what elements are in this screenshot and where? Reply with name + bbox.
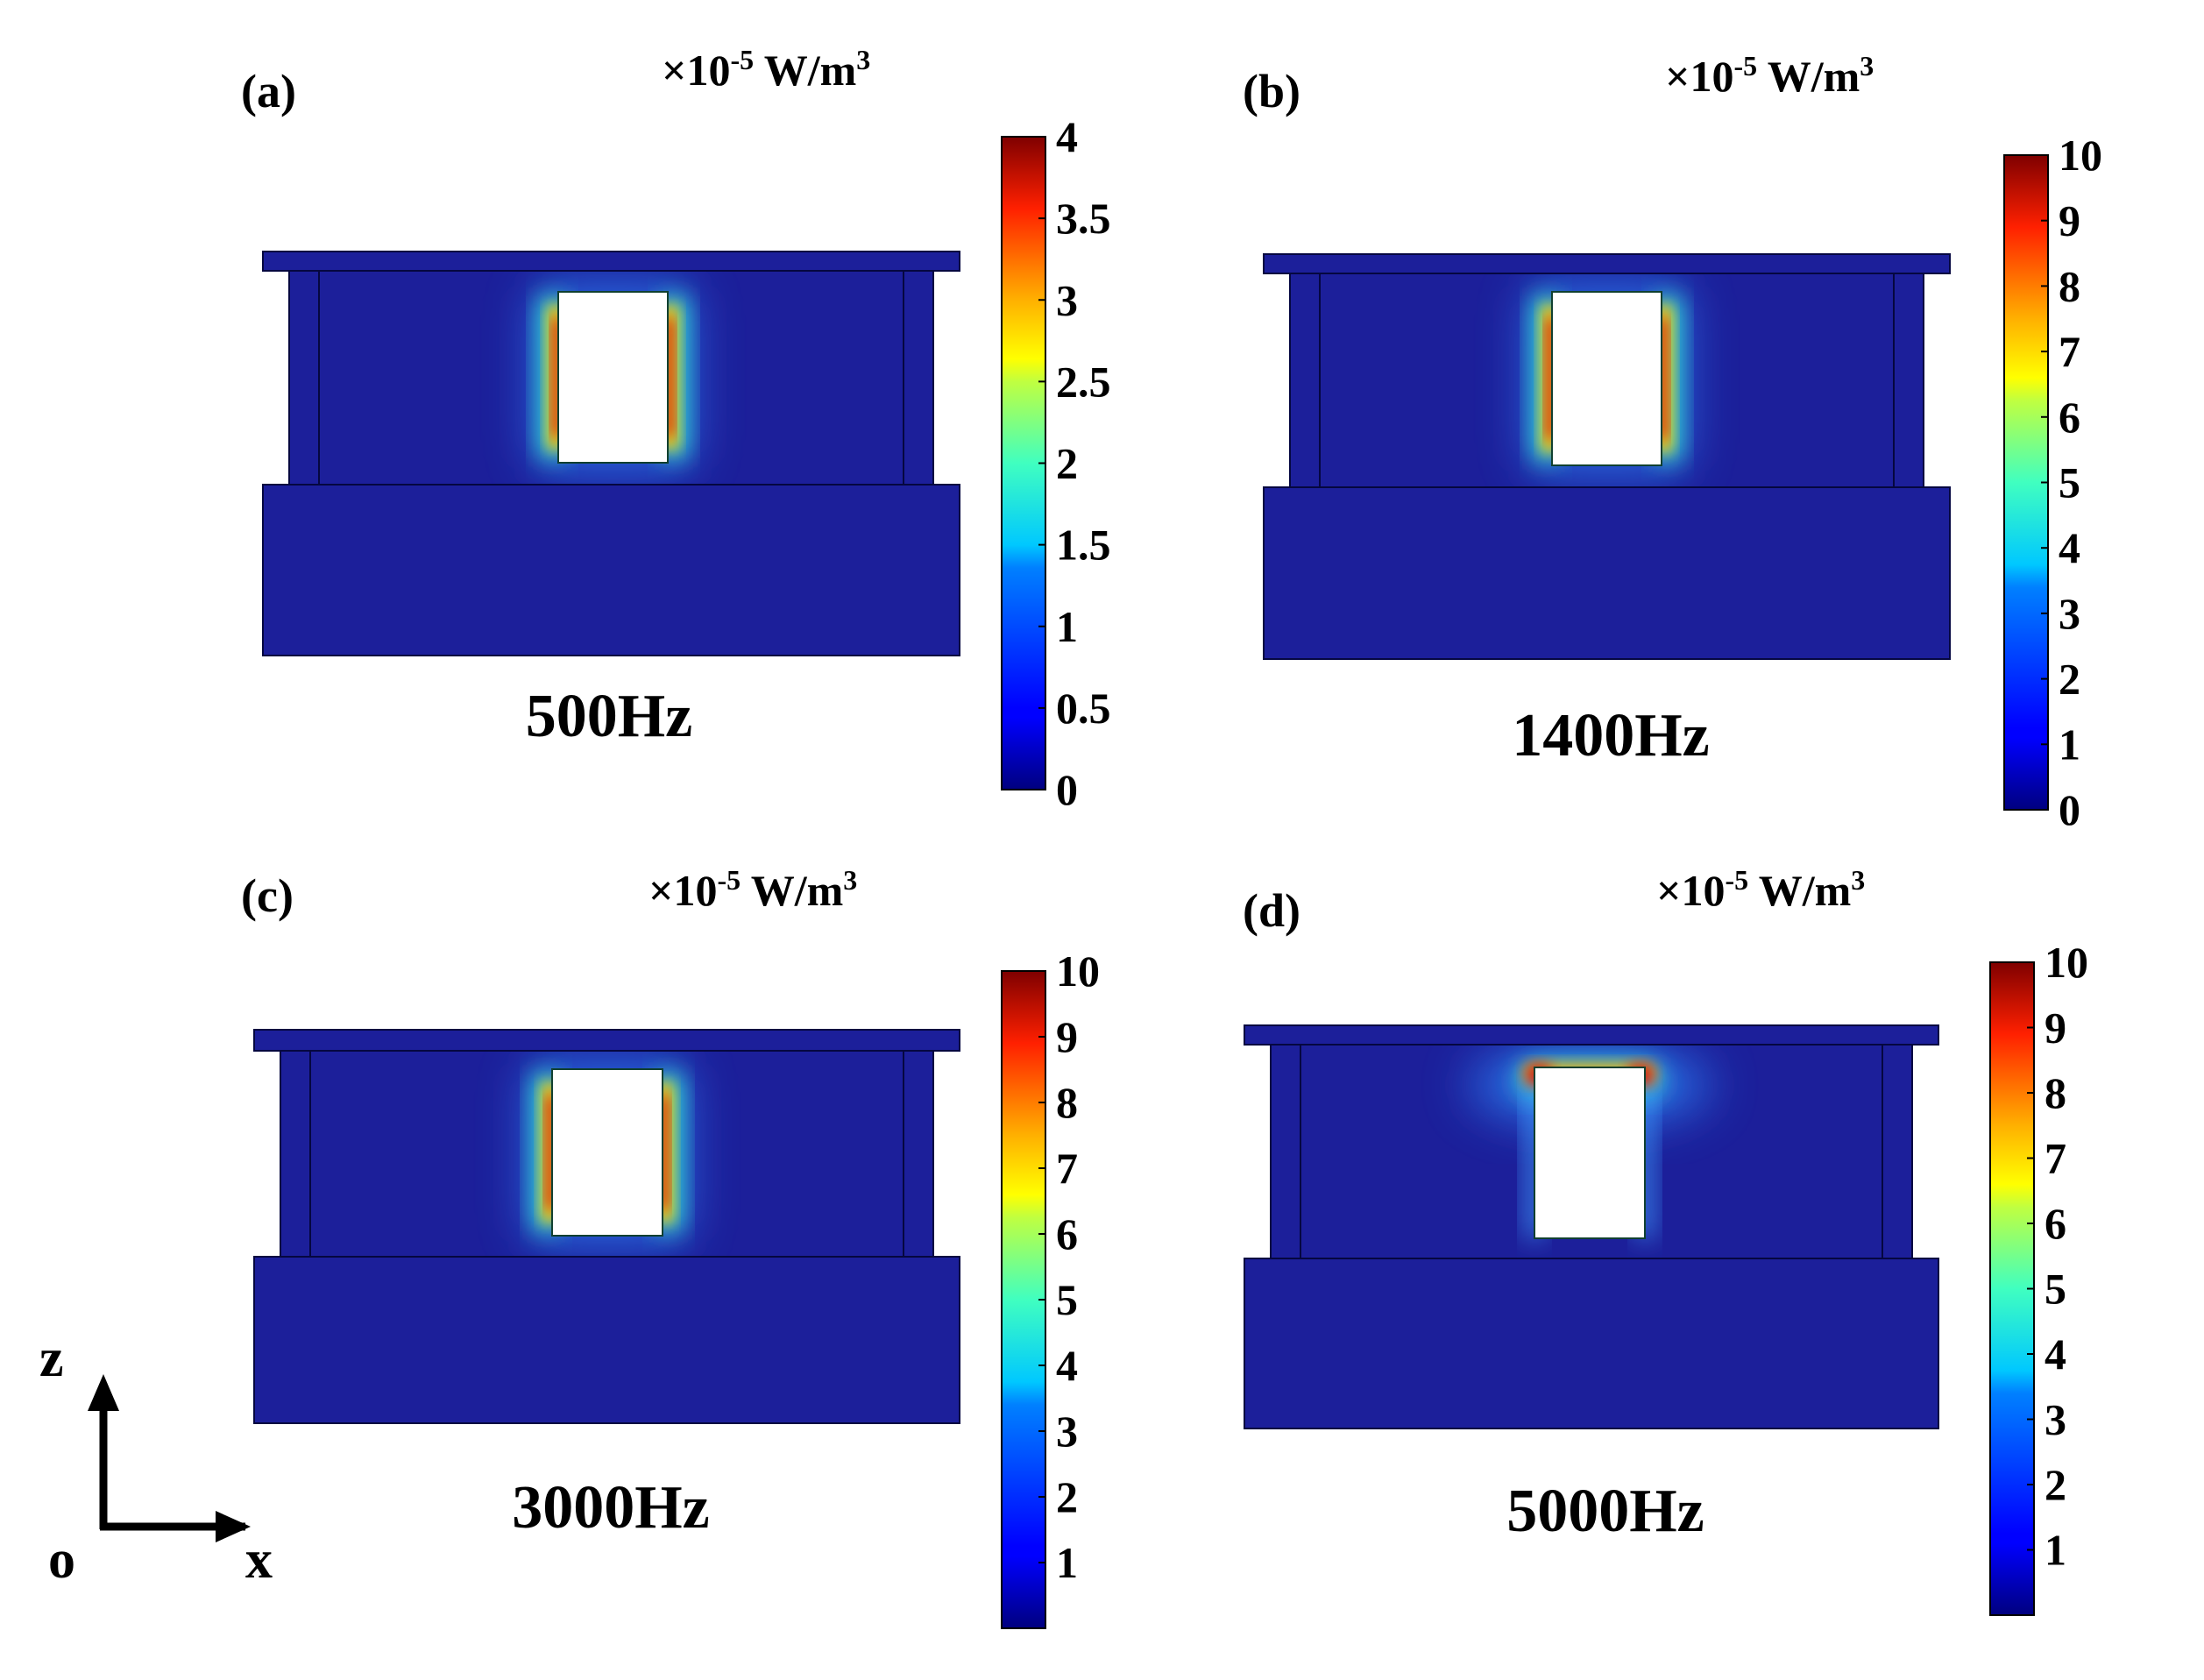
colorbar-tick-label: 5 bbox=[1056, 1275, 1078, 1324]
colorbar-unit: ×10-5 W/m3 bbox=[1656, 864, 1865, 915]
colorbar-tick-label: 5 bbox=[2045, 1265, 2066, 1314]
axes-indicator: z x o bbox=[39, 1329, 273, 1590]
panel-label: (b) bbox=[1243, 65, 1300, 117]
colorbar-tick-label: 3 bbox=[2059, 589, 2080, 638]
colorbar-tick-label: 2 bbox=[2045, 1460, 2066, 1509]
panel-label: (a) bbox=[241, 65, 296, 117]
hole bbox=[1534, 1067, 1646, 1239]
colorbar-tick-label: 3 bbox=[1056, 1407, 1078, 1456]
colorbar-tick-label: 3 bbox=[1056, 275, 1078, 324]
base-block bbox=[1263, 486, 1951, 660]
panel-label: (d) bbox=[1243, 884, 1300, 937]
model-cross-section bbox=[262, 251, 960, 656]
x-arrowhead bbox=[216, 1511, 251, 1542]
colorbar-tick-label: 4 bbox=[1056, 112, 1078, 161]
right-column bbox=[1882, 1044, 1913, 1259]
colorbar-tick-label: 6 bbox=[1056, 1209, 1078, 1258]
top-plate bbox=[253, 1029, 960, 1052]
base-block bbox=[262, 484, 960, 656]
colorbar-tick-label: 10 bbox=[1056, 946, 1100, 996]
colorbar-unit: ×10-5 W/m3 bbox=[1665, 50, 1874, 101]
colorbar-unit: ×10-5 W/m3 bbox=[662, 44, 870, 95]
top-plate bbox=[1263, 253, 1951, 274]
colorbar-gradient bbox=[1001, 970, 1046, 1629]
base-block bbox=[253, 1256, 960, 1424]
colorbar-gradient bbox=[2003, 154, 2049, 811]
colorbar-gradient bbox=[1989, 961, 2035, 1616]
frequency-label: 500Hz bbox=[526, 683, 693, 750]
colorbar-tick-label: 1.5 bbox=[1056, 521, 1111, 570]
colorbar-tick-label: 2 bbox=[2059, 655, 2080, 704]
z-axis-label: z bbox=[39, 1329, 64, 1388]
colorbar: 0 0.5 1 1.5 2 2.5 3 3.5 4 bbox=[1001, 112, 1111, 814]
hole bbox=[1551, 291, 1662, 466]
colorbar-tick-label: 4 bbox=[2059, 523, 2080, 572]
colorbar-tick-label: 5 bbox=[2059, 458, 2080, 507]
panel-b: (b) ×10-5 W/m3 1400Hz 0 1 2 3 4 5 6 7 8 9 10 bbox=[1243, 50, 2102, 834]
colorbar-tick-label: 3 bbox=[2045, 1395, 2066, 1444]
colorbar-tick-label: 0 bbox=[2059, 785, 2080, 834]
colorbar-tick-label: 8 bbox=[1056, 1078, 1078, 1127]
z-arrowhead bbox=[88, 1374, 119, 1411]
left-column bbox=[1289, 273, 1321, 488]
colorbar-tick-label: 0.5 bbox=[1056, 684, 1111, 733]
frequency-label: 3000Hz bbox=[512, 1474, 710, 1542]
colorbar-tick-label: 7 bbox=[1056, 1144, 1078, 1193]
colorbar-tick-label: 10 bbox=[2045, 938, 2088, 987]
colorbar-tick-label: 7 bbox=[2059, 327, 2080, 376]
right-column bbox=[903, 270, 934, 486]
colorbar-tick-label: 10 bbox=[2059, 131, 2102, 180]
colorbar-tick-label: 9 bbox=[2045, 1003, 2066, 1053]
colorbar-tick-label: 1 bbox=[1056, 602, 1078, 651]
colorbar-tick-label: 4 bbox=[1056, 1341, 1078, 1390]
colorbar-tick-label: 9 bbox=[1056, 1012, 1078, 1061]
model-cross-section bbox=[253, 1029, 960, 1424]
colorbar: 1 2 3 4 5 6 7 8 9 10 bbox=[1989, 938, 2088, 1616]
colorbar: 1 2 3 4 5 6 7 8 9 10 bbox=[1001, 946, 1100, 1629]
colorbar-tick-label: 4 bbox=[2045, 1329, 2066, 1379]
colorbar: 0 1 2 3 4 5 6 7 8 9 10 bbox=[2003, 131, 2102, 834]
colorbar-tick-label: 0 bbox=[1056, 765, 1078, 814]
colorbar-unit: ×10-5 W/m3 bbox=[648, 864, 857, 915]
colorbar-tick-label: 2 bbox=[1056, 439, 1078, 488]
colorbar-tick-label: 3.5 bbox=[1056, 194, 1111, 243]
colorbar-tick-label: 1 bbox=[1056, 1538, 1078, 1587]
panel-a: (a) ×10-5 W/m3 500Hz 0 0.5 1 1.5 2 2.5 3 3.5 4 bbox=[241, 44, 1111, 814]
frequency-label: 1400Hz bbox=[1512, 702, 1710, 769]
model-cross-section bbox=[1244, 1024, 1939, 1429]
colorbar-gradient bbox=[1001, 136, 1046, 790]
panel-d: (d) ×10-5 W/m3 5000Hz 1 2 3 4 5 6 7 8 9 10 bbox=[1243, 864, 2088, 1616]
x-axis-label: x bbox=[245, 1530, 273, 1590]
panel-c: (c) ×10-5 W/m3 3000Hz 1 2 3 4 5 6 7 8 9 10 bbox=[241, 864, 1100, 1629]
colorbar-tick-label: 2 bbox=[1056, 1472, 1078, 1521]
left-column bbox=[1270, 1044, 1301, 1259]
model-cross-section bbox=[1263, 253, 1951, 660]
right-column bbox=[903, 1050, 934, 1258]
hole bbox=[557, 291, 669, 464]
origin-label: o bbox=[48, 1530, 75, 1590]
frequency-label: 5000Hz bbox=[1506, 1478, 1704, 1545]
colorbar-tick-label: 6 bbox=[2059, 393, 2080, 442]
hole bbox=[551, 1068, 663, 1237]
colorbar-tick-label: 1 bbox=[2059, 719, 2080, 769]
top-plate bbox=[1244, 1024, 1939, 1046]
colorbar-tick-label: 6 bbox=[2045, 1199, 2066, 1248]
panel-label: (c) bbox=[241, 869, 294, 922]
colorbar-tick-label: 8 bbox=[2059, 261, 2080, 310]
colorbar-tick-label: 2.5 bbox=[1056, 357, 1111, 406]
colorbar-tick-label: 1 bbox=[2045, 1526, 2066, 1575]
colorbar-tick-label: 7 bbox=[2045, 1134, 2066, 1183]
left-column bbox=[280, 1050, 311, 1258]
base-block bbox=[1244, 1258, 1939, 1429]
top-plate bbox=[262, 251, 960, 272]
colorbar-tick-label: 9 bbox=[2059, 196, 2080, 245]
colorbar-tick-label: 8 bbox=[2045, 1068, 2066, 1117]
right-column bbox=[1893, 273, 1924, 488]
left-column bbox=[288, 270, 320, 486]
